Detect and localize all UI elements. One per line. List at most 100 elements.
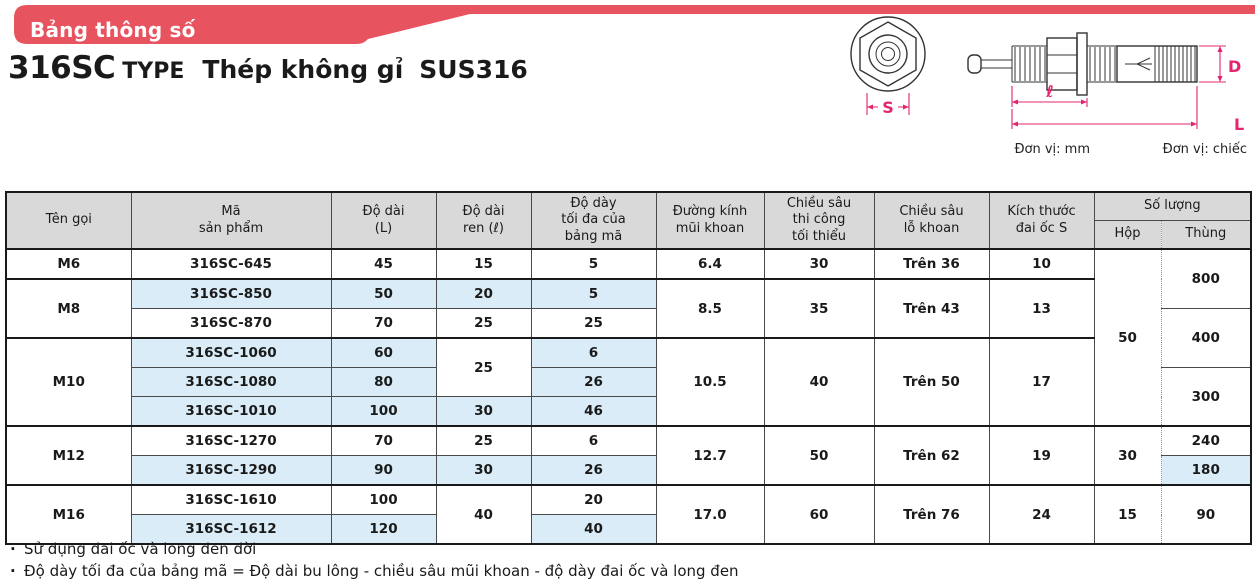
- cell-m8a-plate: 5: [530, 278, 657, 309]
- side-view: ℓ L D: [967, 32, 1244, 134]
- col-header-so-luong: Số lượng: [1093, 191, 1252, 221]
- cell-m10c-code: 316SC-1010: [130, 396, 332, 427]
- col-header-chieu-sau-lo-khoan: Chiều sâu lỗ khoan: [873, 191, 990, 250]
- cell-m6-thread: 15: [435, 248, 532, 280]
- title-model: 316SC: [8, 50, 116, 86]
- cell-m12a-plate: 6: [530, 425, 657, 456]
- cell-m12-drill: 12.7: [655, 425, 765, 486]
- title-material: Thép không gỉ: [202, 55, 404, 84]
- cell-m8-drill: 8.5: [655, 278, 765, 339]
- cell-m8a-thread: 20: [435, 278, 532, 309]
- cell-m8-name: M8: [5, 278, 132, 339]
- dim-label-D: D: [1228, 57, 1241, 76]
- title-grade: SUS316: [419, 55, 528, 84]
- table-row: M6 316SC-645 45 15 5 6.4 30 Trên 36 10 5…: [5, 248, 1252, 427]
- cell-carton-90: 90: [1160, 484, 1252, 545]
- cell-m6-name: M6: [5, 248, 132, 280]
- cell-m10c-length: 100: [330, 396, 437, 427]
- cell-m16b-plate: 40: [530, 514, 657, 545]
- cell-m16a-length: 100: [330, 484, 437, 515]
- banner-title: Bảng thông số: [30, 18, 196, 42]
- col-header-chieu-sau-thi-cong: Chiều sâu thi công tối thiểu: [763, 191, 875, 250]
- front-view: S: [850, 16, 926, 117]
- cell-m10b-length: 80: [330, 367, 437, 397]
- cell-m16a-code: 316SC-1610: [130, 484, 332, 515]
- bullet: ·: [10, 562, 16, 580]
- cell-m10c-plate: 46: [530, 396, 657, 427]
- cell-box-30: 30: [1093, 425, 1162, 486]
- cell-m16-hole: Trên 76: [873, 484, 990, 545]
- title-type: TYPE: [122, 59, 185, 84]
- banner-ribbon-shape: [14, 5, 1255, 44]
- cell-m16-drill: 17.0: [655, 484, 765, 545]
- anchor-diagram: S ℓ L D: [850, 16, 1244, 134]
- cell-m8b-length: 70: [330, 308, 437, 339]
- cell-m6-drill: 6.4: [655, 248, 765, 280]
- cell-m16ab-thread: 40: [435, 484, 532, 545]
- bullet: ·: [10, 540, 16, 558]
- col-header-do-day-bang-ma: Độ dày tối đa của bảng mã: [530, 191, 657, 250]
- table-row: 316SC-1612 120 40: [6, 514, 1251, 545]
- cell-m6-depth: 30: [763, 248, 875, 280]
- cell-m12a-thread: 25: [435, 425, 532, 456]
- cell-m16b-length: 120: [330, 514, 437, 545]
- section-banner: Bảng thông số: [0, 5, 1255, 45]
- unit-caption-mm: Đơn vị: mm: [1014, 142, 1090, 157]
- header-row-main: Tên gọi Mã sản phẩm Độ dài (L) Độ dài re…: [5, 191, 1252, 250]
- cell-m12b-thread: 30: [435, 455, 532, 486]
- cell-m10a-code: 316SC-1060: [130, 337, 332, 368]
- table-row: M10 316SC-1060 60 25 6 10.5 40 Trên 50 1…: [5, 337, 1251, 427]
- cell-m12a-code: 316SC-1270: [130, 425, 332, 456]
- cell-carton-180: 180: [1160, 455, 1252, 486]
- cell-m10b-code: 316SC-1080: [130, 367, 332, 397]
- table-row: M12 316SC-1270 70 25 6 12.7 50 Trên 62 1…: [5, 425, 1252, 486]
- cell-carton-800: 800: [1160, 248, 1252, 309]
- col-header-do-dai: Độ dài (L): [330, 191, 437, 250]
- col-header-kich-thuoc-dai-oc: Kích thước đai ốc S: [988, 191, 1095, 250]
- dim-label-L: L: [1234, 115, 1244, 134]
- cell-m10ab-thread: 25: [435, 337, 532, 397]
- cell-m8b-plate: 25: [530, 308, 657, 339]
- cell-box-50: 50: [1093, 248, 1162, 427]
- cell-m12-nut: 19: [988, 425, 1095, 486]
- footnotes: · Sử dụng đai ốc và long đen dời · Độ dà…: [10, 538, 739, 582]
- cell-m16-nut: 24: [988, 484, 1095, 545]
- cell-m8-depth: 35: [763, 278, 875, 339]
- table-row: 316SC-1080 80 26 300: [6, 367, 1252, 427]
- cell-m16-name: M16: [5, 484, 132, 545]
- cell-m12-name: M12: [5, 425, 132, 486]
- cell-m16-depth: 60: [763, 484, 875, 545]
- cell-m16b-code: 316SC-1612: [130, 514, 332, 545]
- col-header-ten-goi: Tên gọi: [5, 191, 132, 250]
- cell-box-15: 15: [1093, 484, 1162, 545]
- cell-m12b-length: 90: [330, 455, 437, 486]
- cell-m10-depth: 40: [763, 337, 875, 427]
- cell-carton-400: 400: [1160, 308, 1252, 368]
- cell-carton-240: 240: [1160, 425, 1252, 456]
- unit-caption-pieces: Đơn vị: chiếc: [1162, 142, 1247, 157]
- cell-m6-nut: 10: [988, 248, 1095, 280]
- cell-carton-300: 300: [1160, 367, 1252, 427]
- cell-m6-length: 45: [330, 248, 437, 280]
- cell-m12-depth: 50: [763, 425, 875, 486]
- cell-m10b-plate: 26: [530, 367, 657, 397]
- cell-m12a-length: 70: [330, 425, 437, 456]
- cell-m16a-plate: 20: [530, 484, 657, 515]
- cell-m8-nut: 13: [988, 278, 1095, 339]
- col-header-hop: Hộp: [1093, 220, 1162, 250]
- cell-m12b-plate: 26: [530, 455, 657, 486]
- footnote-1: · Sử dụng đai ốc và long đen dời: [10, 540, 257, 558]
- cell-m10-drill: 10.5: [655, 337, 765, 427]
- cell-m10a-plate: 6: [530, 337, 657, 368]
- table-row: 316SC-1290 90 30 26 180: [6, 455, 1252, 486]
- cell-m6-hole: Trên 36: [873, 248, 990, 280]
- cell-m10c-thread: 30: [435, 396, 532, 427]
- cell-m8-hole: Trên 43: [873, 278, 990, 339]
- page-title: 316SC TYPE Thép không gỉ SUS316: [8, 50, 528, 86]
- cell-m6-code: 316SC-645: [130, 248, 332, 280]
- col-header-ma-san-pham: Mã sản phẩm: [130, 191, 332, 250]
- table-row: M8 316SC-850 50 20 5 8.5 35 Trên 43 13: [5, 278, 1251, 339]
- cell-m8a-code: 316SC-850: [130, 278, 332, 309]
- dim-label-s: S: [882, 98, 894, 117]
